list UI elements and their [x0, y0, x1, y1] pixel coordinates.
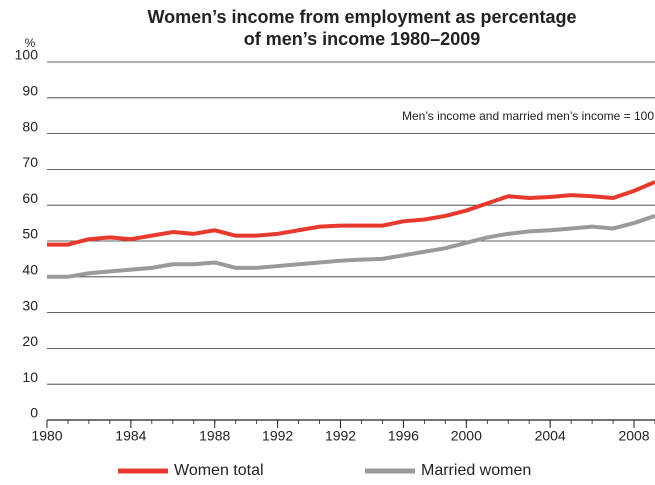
y-tick-label: 20: [22, 333, 38, 349]
y-tick-label: 10: [22, 369, 38, 385]
y-unit: %: [25, 36, 36, 50]
legend-label: Women total: [174, 462, 264, 479]
y-tick-label: 0: [30, 405, 38, 421]
x-tick-label: 2000: [451, 428, 482, 444]
x-tick-label: 2004: [535, 428, 566, 444]
annotation: Men’s income and married men’s income = …: [402, 109, 654, 123]
y-tick-label: 70: [22, 154, 38, 170]
y-tick-label: 60: [22, 190, 38, 206]
x-tick-label: 1992: [325, 428, 356, 444]
y-tick-label: 30: [22, 297, 38, 313]
x-tick-label: 1988: [199, 428, 230, 444]
y-tick-label: 50: [22, 226, 38, 242]
chart-title: Women’s income from employment as percen…: [147, 7, 576, 27]
y-tick-label: 90: [22, 83, 38, 99]
x-tick-label: 1996: [388, 428, 419, 444]
chart-title: of men’s income 1980–2009: [244, 29, 480, 49]
x-tick-label: 2008: [618, 428, 649, 444]
y-tick-label: 80: [22, 118, 38, 134]
legend-label: Married women: [421, 462, 531, 479]
y-tick-label: 100: [15, 47, 39, 63]
y-tick-label: 40: [22, 262, 38, 278]
series-line: [47, 214, 655, 279]
x-tick-label: 1980: [31, 428, 62, 444]
series-line: [47, 180, 655, 247]
x-tick-label: 1984: [115, 428, 146, 444]
x-tick-label: 1992: [262, 428, 293, 444]
